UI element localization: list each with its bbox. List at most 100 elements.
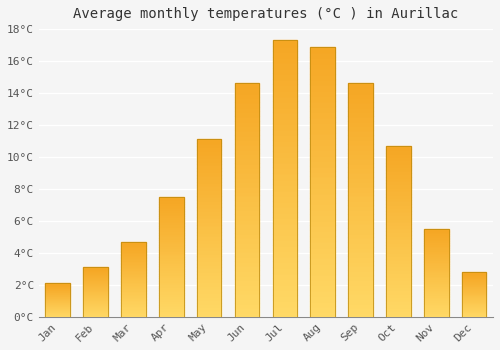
Bar (121, 293, 146, 294)
Bar (197, 225, 222, 228)
Bar (159, 254, 184, 257)
Bar (197, 260, 222, 264)
Bar (121, 291, 146, 293)
Bar (462, 289, 486, 290)
Bar (197, 246, 222, 250)
Bar (424, 313, 448, 315)
Bar (234, 205, 260, 209)
Bar (159, 228, 184, 231)
Bar (424, 239, 448, 241)
Bar (272, 178, 297, 184)
Bar (462, 283, 486, 284)
Bar (121, 263, 146, 264)
Bar (121, 308, 146, 309)
Bar (424, 234, 448, 236)
Bar (462, 285, 486, 286)
Bar (386, 187, 410, 190)
Bar (121, 255, 146, 257)
Bar (310, 122, 335, 128)
Bar (84, 293, 108, 294)
Bar (121, 273, 146, 275)
Bar (159, 305, 184, 307)
Bar (348, 153, 373, 158)
Bar (84, 291, 108, 292)
Bar (386, 197, 410, 201)
Bar (272, 129, 297, 134)
Bar (46, 299, 70, 300)
Bar (121, 270, 146, 272)
Bar (159, 288, 184, 290)
Bar (424, 250, 448, 252)
Bar (348, 163, 373, 167)
Bar (197, 150, 222, 154)
Bar (310, 95, 335, 101)
Bar (159, 300, 184, 302)
Bar (159, 223, 184, 226)
Bar (424, 276, 448, 278)
Bar (462, 280, 486, 281)
Bar (159, 202, 184, 204)
Bar (84, 271, 108, 272)
Bar (234, 88, 260, 93)
Bar (462, 272, 486, 273)
Bar (272, 40, 297, 46)
Bar (84, 300, 108, 301)
Bar (310, 236, 335, 241)
Bar (348, 125, 373, 130)
Bar (46, 285, 70, 286)
Bar (159, 259, 184, 262)
Bar (234, 135, 260, 139)
Bar (159, 250, 184, 252)
Bar (462, 272, 486, 317)
Bar (424, 231, 448, 232)
Bar (272, 151, 297, 156)
Bar (386, 160, 410, 163)
Bar (310, 74, 335, 79)
Bar (234, 312, 260, 317)
Bar (84, 270, 108, 271)
Bar (424, 252, 448, 253)
Bar (121, 315, 146, 317)
Bar (121, 269, 146, 270)
Bar (121, 281, 146, 282)
Bar (121, 297, 146, 299)
Bar (424, 241, 448, 243)
Bar (197, 267, 222, 271)
Bar (348, 293, 373, 298)
Bar (121, 305, 146, 306)
Bar (84, 275, 108, 276)
Bar (272, 223, 297, 228)
Bar (348, 83, 373, 317)
Bar (272, 201, 297, 206)
Bar (84, 315, 108, 316)
Bar (348, 298, 373, 303)
Bar (310, 139, 335, 144)
Bar (462, 307, 486, 308)
Bar (424, 259, 448, 260)
Bar (348, 135, 373, 139)
Bar (386, 310, 410, 313)
Bar (348, 233, 373, 237)
Bar (310, 57, 335, 63)
Bar (424, 310, 448, 312)
Bar (197, 271, 222, 274)
Bar (159, 199, 184, 202)
Bar (386, 201, 410, 204)
Bar (159, 298, 184, 300)
Bar (46, 315, 70, 316)
Bar (159, 283, 184, 286)
Bar (159, 307, 184, 310)
Bar (424, 245, 448, 246)
Bar (424, 243, 448, 245)
Bar (424, 273, 448, 275)
Bar (46, 287, 70, 288)
Bar (197, 161, 222, 164)
Bar (46, 304, 70, 305)
Bar (84, 278, 108, 279)
Bar (310, 274, 335, 279)
Bar (424, 301, 448, 303)
Bar (386, 269, 410, 272)
Bar (462, 304, 486, 305)
Bar (159, 204, 184, 206)
Bar (46, 308, 70, 309)
